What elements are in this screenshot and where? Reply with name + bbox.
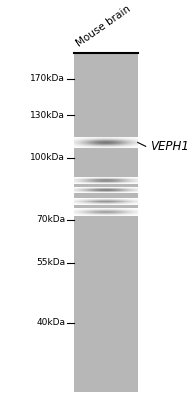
Text: VEPH1: VEPH1 [150, 140, 189, 153]
Text: 130kDa: 130kDa [30, 111, 65, 120]
Text: Mouse brain: Mouse brain [74, 4, 132, 48]
Text: 55kDa: 55kDa [36, 258, 65, 267]
Text: 40kDa: 40kDa [36, 318, 65, 327]
Text: 100kDa: 100kDa [30, 154, 65, 162]
Text: 170kDa: 170kDa [30, 74, 65, 83]
Text: 70kDa: 70kDa [36, 215, 65, 224]
